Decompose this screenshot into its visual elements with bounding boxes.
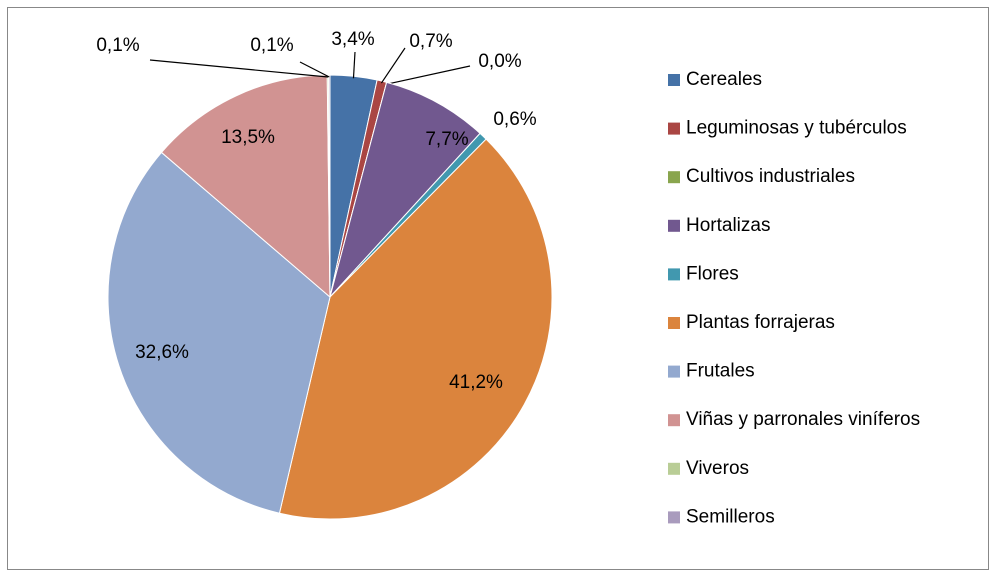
data-label: 0,1% — [250, 35, 293, 56]
leader-line — [385, 65, 471, 85]
data-label: 0,6% — [493, 109, 536, 130]
legend-swatch — [668, 268, 680, 281]
data-label: 0,0% — [478, 51, 521, 72]
legend-label: Viñas y parronales viníferos — [686, 409, 920, 430]
data-label: 7,7% — [425, 129, 468, 150]
leader-line — [299, 61, 330, 78]
legend-label: Frutales — [686, 361, 755, 382]
leader-line — [352, 51, 356, 79]
legend-label: Hortalizas — [686, 215, 770, 236]
legend-swatch — [668, 511, 680, 524]
legend-swatch — [668, 219, 680, 232]
legend-swatch — [668, 365, 680, 378]
legend-swatch — [668, 317, 680, 329]
legend-label: Flores — [686, 263, 739, 284]
data-label: 3,4% — [331, 29, 374, 50]
legend-swatch — [668, 414, 680, 427]
pie-slice — [329, 81, 481, 298]
legend-label: Semilleros — [686, 506, 775, 527]
legend-swatch — [668, 74, 680, 86]
leader-line — [380, 47, 406, 84]
legend-swatch — [668, 462, 680, 475]
data-label: 0,7% — [409, 31, 452, 52]
pie-slice — [107, 151, 331, 514]
legend-label: Cereales — [686, 69, 762, 90]
legend-swatch — [668, 171, 680, 184]
legend-label: Leguminosas y tubérculos — [686, 118, 907, 139]
legend-label: Plantas forrajeras — [686, 312, 835, 333]
pie-slice — [278, 138, 553, 520]
legend-label: Cultivos industriales — [686, 166, 855, 187]
legend-label: Viveros — [686, 458, 749, 479]
data-label: 13,5% — [221, 127, 275, 148]
data-label: 32,6% — [135, 342, 189, 363]
data-label: 41,2% — [449, 372, 503, 393]
leader-line — [149, 59, 328, 78]
data-label: 0,1% — [96, 35, 139, 56]
pie-slice — [328, 74, 331, 298]
legend-swatch — [668, 122, 680, 135]
